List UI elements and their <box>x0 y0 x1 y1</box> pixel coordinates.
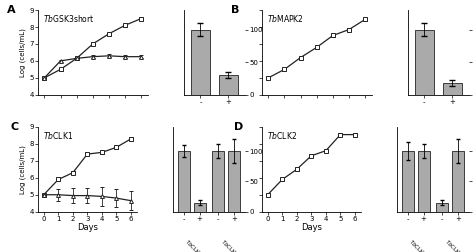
Bar <box>418 151 430 212</box>
Text: D: D <box>234 122 244 132</box>
Y-axis label: mRNA (%): mRNA (%) <box>267 35 273 70</box>
Text: $\it{Tb}$CLK2: $\it{Tb}$CLK2 <box>219 237 240 252</box>
Bar <box>402 151 414 212</box>
Text: A: A <box>7 5 16 15</box>
Bar <box>191 30 210 95</box>
Text: $\it{Tb}$CLK2: $\it{Tb}$CLK2 <box>443 237 464 252</box>
X-axis label: Days: Days <box>77 223 98 232</box>
Bar <box>228 151 240 212</box>
Text: $\it{Tb}$CLK1: $\it{Tb}$CLK1 <box>407 237 428 252</box>
Bar <box>443 83 462 95</box>
Text: $\it{Tb}$CLK1: $\it{Tb}$CLK1 <box>182 237 203 252</box>
Bar <box>452 151 464 212</box>
Text: $\it{Tb}$CLK2: $\it{Tb}$CLK2 <box>267 130 297 141</box>
Bar <box>219 75 237 95</box>
X-axis label: Days: Days <box>301 223 322 232</box>
Text: $\it{Tb}$CLK1: $\it{Tb}$CLK1 <box>43 130 73 141</box>
Bar <box>178 151 190 212</box>
Text: C: C <box>10 122 18 132</box>
Bar <box>415 30 434 95</box>
Text: B: B <box>231 5 239 15</box>
Text: $\it{Tb}$MAPK2: $\it{Tb}$MAPK2 <box>267 13 304 24</box>
Bar <box>212 151 224 212</box>
Y-axis label: Log (cells/mL): Log (cells/mL) <box>20 28 27 77</box>
Y-axis label: mRNA (%): mRNA (%) <box>267 151 273 187</box>
Bar <box>194 203 206 212</box>
Text: $\it{Tb}$GSK3short: $\it{Tb}$GSK3short <box>44 13 95 24</box>
Bar <box>437 203 448 212</box>
Y-axis label: Log (cells/mL): Log (cells/mL) <box>20 145 27 194</box>
